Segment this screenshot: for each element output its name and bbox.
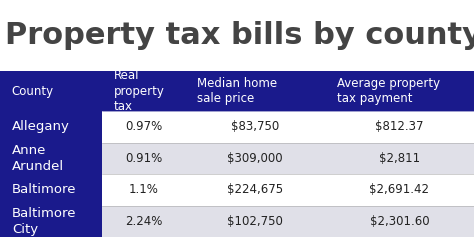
- Text: Property tax bills by county: Property tax bills by county: [5, 21, 474, 50]
- Text: $309,000: $309,000: [227, 152, 283, 165]
- Text: $2,301.60: $2,301.60: [370, 215, 429, 228]
- Bar: [325, 205, 474, 237]
- Bar: [102, 205, 185, 237]
- Bar: [102, 143, 185, 174]
- Bar: [185, 143, 325, 174]
- Bar: [102, 71, 185, 111]
- Bar: [0, 174, 102, 205]
- Text: Real
property
tax: Real property tax: [114, 69, 164, 113]
- Text: $2,811: $2,811: [379, 152, 420, 165]
- Bar: [325, 143, 474, 174]
- Text: $102,750: $102,750: [227, 215, 283, 228]
- Bar: [325, 71, 474, 111]
- Bar: [0, 71, 102, 111]
- Bar: [325, 174, 474, 205]
- Text: $2,691.42: $2,691.42: [369, 183, 429, 196]
- Bar: [185, 111, 325, 143]
- Text: Baltimore
City: Baltimore City: [12, 207, 76, 236]
- Text: $83,750: $83,750: [231, 120, 279, 133]
- Bar: [185, 71, 325, 111]
- Bar: [102, 111, 185, 143]
- Bar: [185, 205, 325, 237]
- Bar: [0, 205, 102, 237]
- Text: Allegany: Allegany: [12, 120, 70, 133]
- Text: 0.91%: 0.91%: [125, 152, 162, 165]
- Text: 1.1%: 1.1%: [128, 183, 158, 196]
- Text: Median home
sale price: Median home sale price: [197, 77, 277, 105]
- Text: $812.37: $812.37: [375, 120, 424, 133]
- Text: $224,675: $224,675: [227, 183, 283, 196]
- Bar: [185, 174, 325, 205]
- Text: 2.24%: 2.24%: [125, 215, 162, 228]
- Bar: [0, 143, 102, 174]
- Text: Average property
tax payment: Average property tax payment: [337, 77, 440, 105]
- Text: 0.97%: 0.97%: [125, 120, 162, 133]
- Text: Baltimore: Baltimore: [12, 183, 76, 196]
- Bar: [102, 174, 185, 205]
- Bar: [325, 111, 474, 143]
- Text: Anne
Arundel: Anne Arundel: [12, 144, 64, 173]
- Text: County: County: [12, 85, 54, 98]
- Bar: [0, 111, 102, 143]
